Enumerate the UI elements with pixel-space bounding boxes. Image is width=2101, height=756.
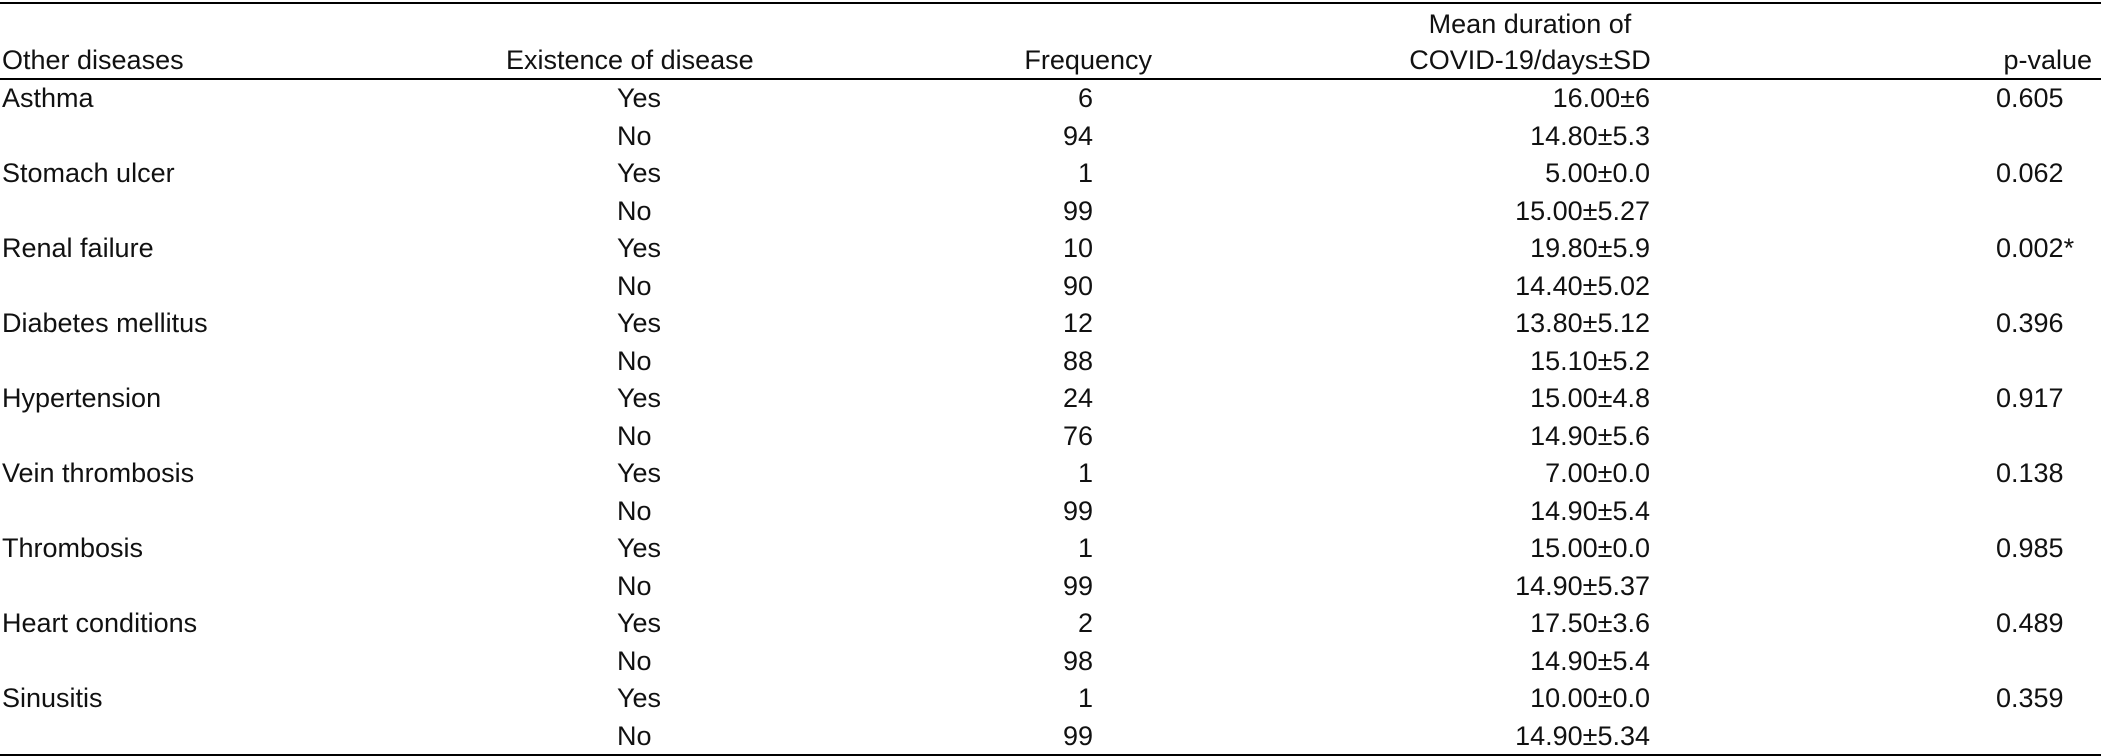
frequency-cell: 2	[1077, 608, 1093, 638]
existence-cell: Yes	[617, 233, 662, 263]
existence-cell: Yes	[617, 308, 662, 338]
duration-cell: 14.90±5.4	[1530, 495, 1650, 526]
disease-name: Diabetes mellitus	[2, 308, 208, 338]
existence-cell: No	[617, 570, 652, 601]
frequency-cell: 99	[1062, 495, 1093, 526]
existence-cell: No	[617, 270, 652, 301]
duration-cell: 16.00±6	[1552, 83, 1650, 113]
disease-name: Sinusitis	[2, 683, 103, 713]
duration-cell: 15.00±0.0	[1530, 533, 1650, 563]
frequency-cell: 6	[1077, 83, 1093, 113]
disease-name: Vein thrombosis	[2, 458, 195, 488]
duration-cell: 13.80±5.12	[1515, 308, 1650, 338]
p-value: 0.489	[1996, 608, 2064, 638]
bottom-rule	[0, 754, 2101, 756]
duration-cell: 14.90±5.37	[1515, 570, 1650, 601]
disease-name: Heart conditions	[2, 608, 198, 638]
header-rule	[0, 78, 2101, 80]
existence-cell: Yes	[617, 383, 662, 413]
frequency-cell: 99	[1062, 720, 1093, 751]
duration-cell: 19.80±5.9	[1530, 233, 1650, 263]
duration-cell: 17.50±3.6	[1530, 608, 1650, 638]
p-value: 0.917	[1996, 383, 2064, 413]
duration-cell: 15.00±5.27	[1515, 195, 1650, 226]
disease-name: Asthma	[2, 83, 94, 113]
duration-cell: 15.00±4.8	[1530, 383, 1650, 413]
disease-name: Hypertension	[2, 383, 162, 413]
disease-name: Renal failure	[2, 233, 154, 263]
header-frequency: Frequency	[1024, 45, 1152, 75]
existence-cell: No	[617, 120, 652, 151]
frequency-cell: 1	[1077, 158, 1093, 188]
existence-cell: Yes	[617, 83, 662, 113]
existence-cell: Yes	[617, 458, 662, 488]
frequency-cell: 90	[1062, 270, 1093, 301]
p-value: 0.062	[1996, 158, 2064, 188]
frequency-cell: 99	[1062, 570, 1093, 601]
existence-cell: Yes	[617, 533, 662, 563]
p-value: 0.359	[1996, 683, 2064, 713]
existence-cell: No	[617, 420, 652, 451]
duration-cell: 15.10±5.2	[1530, 345, 1650, 376]
p-value: 0.396	[1996, 308, 2064, 338]
top-rule	[0, 2, 2101, 4]
existence-cell: No	[617, 345, 652, 376]
frequency-cell: 1	[1077, 683, 1093, 713]
duration-cell: 14.90±5.34	[1515, 720, 1650, 751]
frequency-cell: 10	[1062, 233, 1093, 263]
existence-cell: Yes	[617, 158, 662, 188]
duration-cell: 14.40±5.02	[1515, 270, 1650, 301]
p-value: 0.138	[1996, 458, 2064, 488]
frequency-cell: 24	[1062, 383, 1093, 413]
duration-cell: 10.00±0.0	[1530, 683, 1650, 713]
duration-cell: 7.00±0.0	[1545, 458, 1650, 488]
disease-name: Stomach ulcer	[2, 158, 175, 188]
duration-cell: 5.00±0.0	[1545, 158, 1650, 188]
header-other-diseases: Other diseases	[2, 45, 184, 75]
p-value: 0.605	[1996, 83, 2064, 113]
frequency-cell: 1	[1077, 458, 1093, 488]
existence-cell: Yes	[617, 683, 662, 713]
header-mean-duration-line2: COVID-19/days±SD	[1409, 45, 1651, 75]
existence-cell: Yes	[617, 608, 662, 638]
duration-cell: 14.90±5.6	[1530, 420, 1650, 451]
duration-cell: 14.90±5.4	[1530, 645, 1650, 676]
header-p-value: p-value	[2003, 45, 2092, 75]
p-value: 0.985	[1996, 533, 2064, 563]
header-existence: Existence of disease	[506, 45, 754, 75]
duration-cell: 14.80±5.3	[1530, 120, 1650, 151]
existence-cell: No	[617, 195, 652, 226]
frequency-cell: 98	[1062, 645, 1093, 676]
frequency-cell: 1	[1077, 533, 1093, 563]
existence-cell: No	[617, 645, 652, 676]
frequency-cell: 88	[1062, 345, 1093, 376]
frequency-cell: 94	[1062, 120, 1093, 151]
frequency-cell: 76	[1062, 420, 1093, 451]
existence-cell: No	[617, 720, 652, 751]
frequency-cell: 99	[1062, 195, 1093, 226]
existence-cell: No	[617, 495, 652, 526]
p-value: 0.002*	[1996, 233, 2075, 263]
disease-name: Thrombosis	[2, 533, 144, 563]
frequency-cell: 12	[1062, 308, 1093, 338]
header-mean-duration-line1: Mean duration of	[1428, 9, 1632, 39]
